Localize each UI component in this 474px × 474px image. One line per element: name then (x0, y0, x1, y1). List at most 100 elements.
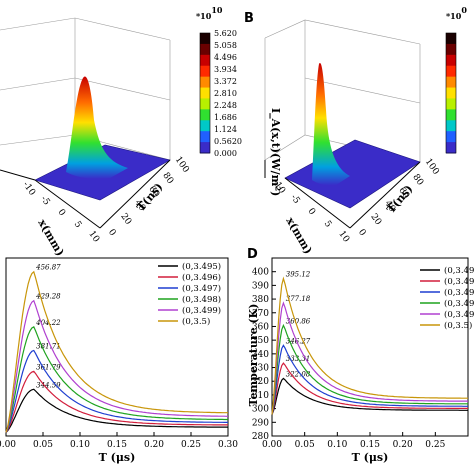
panel-c-x-tick-label: 0.20 (144, 440, 164, 450)
panel-c-x-tick-label: 0.05 (33, 440, 53, 450)
panel-d-legend: (0,3.495(0,3.496(0,3.497(0,3.498(0,3.499… (420, 265, 474, 331)
panel-d-x-tick-label: 0.25 (425, 440, 445, 450)
x-tick-label-a: -5 (38, 194, 51, 207)
panel-d-peak-label: 322.08 (286, 370, 311, 378)
x-tick-label-a: 5 (72, 220, 84, 231)
panel-c-peak-label: 404.22 (35, 319, 61, 327)
t-axis-a (99, 159, 171, 229)
box-grid-a1 (0, 77, 76, 91)
colorbar-a-swatch (200, 76, 210, 89)
panel-d-y-tick-label: 360 (252, 322, 269, 332)
panel-d-y-tick-label: 300 (252, 405, 269, 415)
panel-c-x-tick-label: 0.10 (70, 440, 90, 450)
x-tick-label-b: 10 (336, 229, 351, 244)
panel-d-x-tick-label: 0.20 (393, 440, 413, 450)
panel-c-series-line (5, 299, 228, 433)
colorbar-a-tick-label: 0.000 (214, 149, 237, 158)
colorbar-a-frame (199, 32, 211, 154)
panel-c-legend: (0,3.495)(0,3.496)(0,3.497)(0,3.498)(0,3… (158, 261, 221, 327)
x-axis-b (284, 177, 351, 229)
panel-c-line-chart: 0.00 0.05 0.10 0.15 0.20 0.25 0.30 T (μs) 344.59… (0, 257, 238, 464)
t-tick-label-a: 80 (160, 171, 175, 186)
panel-d-series-line (271, 377, 468, 415)
panel-letter-d: D (247, 247, 258, 262)
colorbar-b-swatch (446, 43, 456, 56)
panel-d-y-tick-label: 390 (252, 281, 269, 291)
panel-c-legend-label: (0,3.498) (182, 294, 221, 305)
colorbar-a-tick-label: 0.5620 (214, 137, 242, 146)
panel-d-legend-label: (0,3.499 (444, 309, 474, 320)
colorbar-a-swatch (200, 33, 210, 45)
box-top-edge-b (264, 19, 421, 45)
panel-d-legend-label: (0,3.5) (444, 320, 472, 331)
panel-d-y-tick-label: 340 (252, 350, 269, 360)
panel-d-legend-label: (0,3.496 (444, 276, 474, 287)
panel-c-peak-label: 381.71 (36, 342, 61, 350)
panel-c-peak-label: 344.59 (36, 381, 61, 389)
panel-d-peak-label: 346.27 (286, 337, 311, 345)
colorbar-a-tick-label: 4.496 (214, 53, 237, 62)
colorbar-a-tick-label: 3.372 (214, 77, 237, 86)
colorbar-exponent-b: *100 (446, 5, 467, 21)
panel-d-x-tick-label: 0.15 (360, 440, 380, 450)
panel-d-series-line (271, 323, 468, 415)
t-tick-label-a: 20 (118, 212, 133, 227)
panel-d-y-tick-label: 370 (252, 309, 269, 319)
colorbar-b-swatch (446, 65, 456, 78)
panel-c-x-axis-label: T (μs) (99, 451, 136, 464)
panel-d-peak-label: 395.12 (286, 270, 311, 278)
panel-d-y-tick-label: 280 (252, 432, 269, 442)
panel-d-x-axis-label: T (μs) (352, 451, 389, 464)
x-axis-a (34, 179, 101, 229)
panel-d-y-tick-label: 330 (252, 364, 269, 374)
colorbar-a-swatch (200, 43, 210, 56)
box-top-edge-a (0, 17, 171, 41)
panel-c-peak-label: 456.87 (35, 264, 61, 272)
panel-d-y-tick-label: 350 (252, 336, 269, 346)
gaussian-peak-a (66, 76, 128, 179)
panel-c-series-line (5, 370, 228, 433)
x-axis-left-a (0, 169, 36, 181)
colorbar-b-frame (445, 32, 457, 154)
x-label-b: x(mm) (283, 215, 314, 256)
x-tick-label-b: 5 (322, 219, 334, 230)
panel-c-series-line (5, 326, 228, 433)
panel-c-legend-label: (0,3.499) (182, 305, 221, 316)
panel-letter-b: B (244, 11, 254, 26)
panel-d-series-line (271, 301, 469, 415)
colorbar-a-tick-label: 2.248 (214, 101, 237, 110)
panel-d-line-chart: 0.00 0.05 0.10 0.15 0.20 0.25 T (μs) 280 290 300 3… (252, 257, 474, 464)
x-tick-label-b: -5 (288, 193, 301, 206)
colorbar-b-swatch (446, 33, 456, 45)
panel-d-series-line (271, 362, 468, 415)
gaussian-peak-b (312, 63, 350, 186)
colorbar-a-swatch (200, 87, 210, 99)
t-label-a: T(ns) (134, 180, 165, 213)
y-axis-label-d: Temperature (K) (247, 304, 260, 407)
panel-d-y-tick-label: 310 (252, 391, 269, 401)
t-tick-label-b: 20 (368, 212, 383, 227)
panel-d-legend-label: (0,3.497 (444, 287, 474, 298)
panel-d-series-line (271, 344, 468, 415)
colorbar-a-swatch (200, 120, 210, 132)
colorbar-b-swatch (446, 54, 456, 67)
panel-d-x-tick-label: 0.00 (262, 440, 282, 450)
colorbar-exponent-a: *1010 (196, 5, 223, 21)
panel-d-peak-label: 377.18 (286, 295, 311, 303)
z-label-b: I_A(x,t)(W/m²) (268, 108, 282, 196)
colorbar-b-swatch (446, 131, 456, 143)
colorbar-b-swatch (446, 109, 456, 121)
panel-d-y-tick-label: 400 (252, 268, 269, 278)
x-label-a: x(mm) (35, 217, 66, 258)
panel-d-x-tick-label: 0.10 (327, 440, 347, 450)
colorbar-b-swatch (446, 98, 456, 110)
panel-c-x-tick-label: 0.30 (218, 440, 238, 450)
panel-c-x-tick-label: 0.00 (0, 440, 16, 450)
panel-d-y-tick-label: 380 (252, 295, 269, 305)
colorbar-b (445, 32, 457, 154)
t-tick-label-b: 0 (356, 228, 368, 239)
panel-c-x-tick-label: 0.15 (107, 440, 127, 450)
